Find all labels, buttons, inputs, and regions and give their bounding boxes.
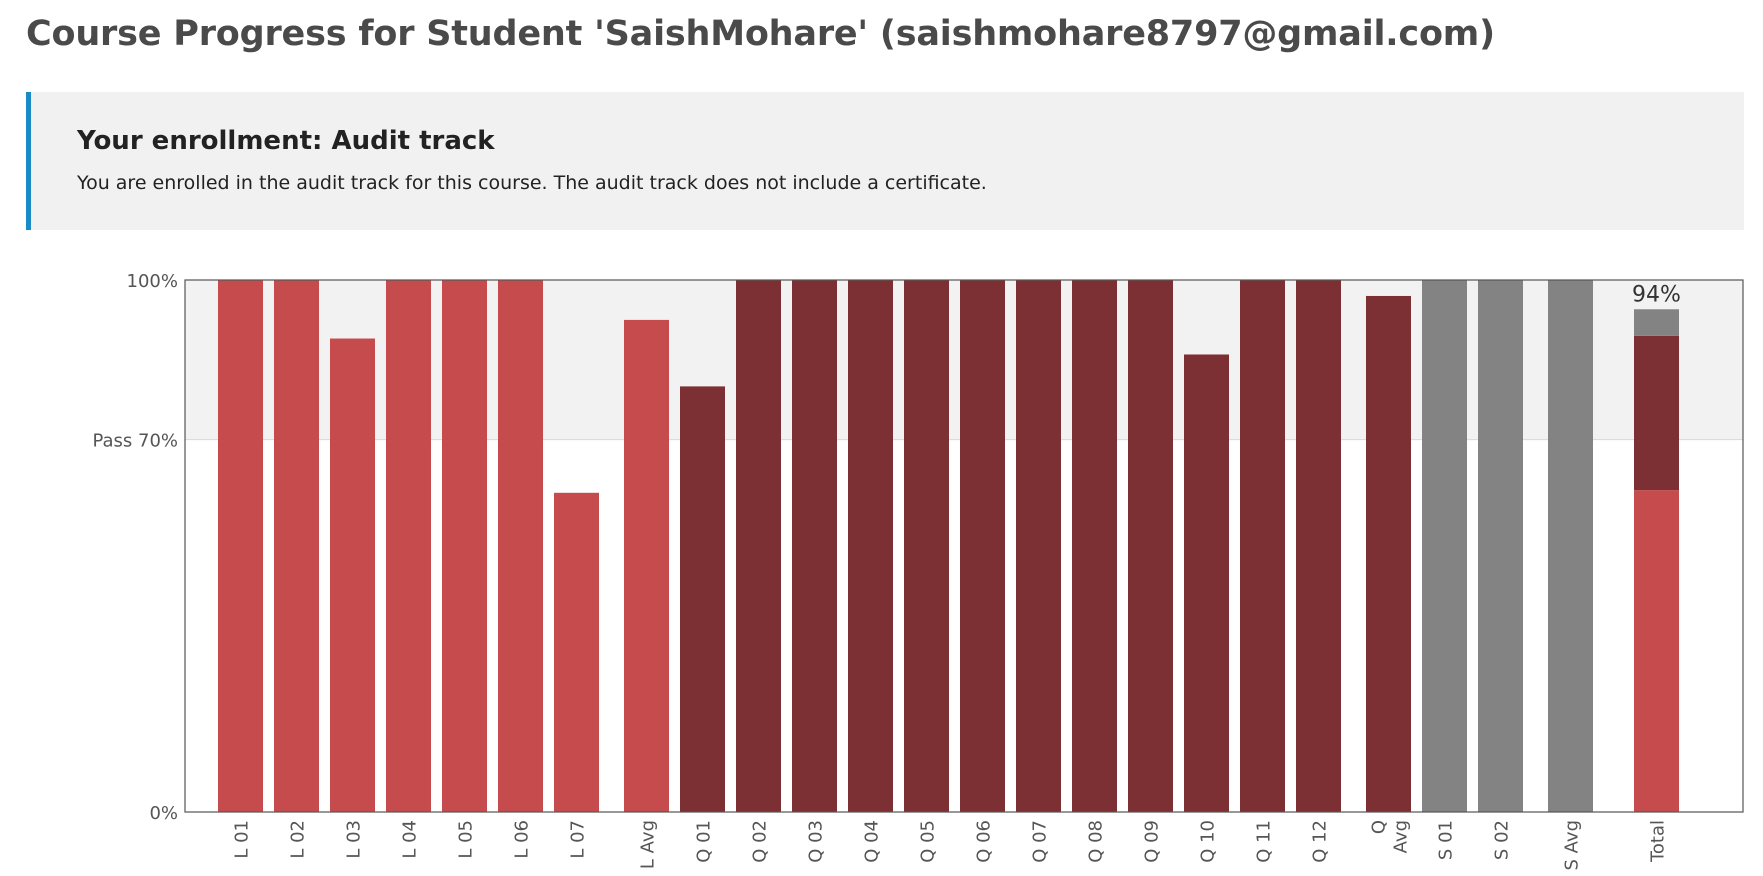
bar-q-05 [904, 280, 949, 812]
x-label-q-05: Q 05 [918, 820, 939, 863]
x-label-q-01: Q 01 [694, 820, 715, 863]
bar-q-08 [1072, 280, 1117, 812]
bar-q-01 [680, 386, 725, 812]
x-label-l-03: L 03 [344, 820, 365, 859]
y-tick-label: 0% [149, 803, 178, 824]
x-label-q-10: Q 10 [1198, 820, 1219, 863]
bar-l-03 [330, 338, 375, 812]
total-segment-survey [1634, 309, 1679, 336]
x-label-s-avg: S Avg [1562, 820, 1583, 870]
bar-q-11 [1240, 280, 1285, 812]
bar-l-06 [498, 280, 543, 812]
x-label-q-11: Q 11 [1254, 820, 1275, 863]
enrollment-heading: Your enrollment: Audit track [77, 126, 495, 156]
bar-l-01 [218, 280, 263, 812]
bar-l-07 [554, 492, 599, 812]
bar-q-09 [1128, 280, 1173, 812]
x-label-l-avg: L Avg [638, 820, 659, 869]
x-label-l-04: L 04 [400, 820, 421, 859]
progress-chart-svg: 0% Pass 70% 100% L 01 L 02 L 03 L 04 L 05 L 06 L … [92, 271, 1744, 870]
bar-q-avg [1366, 295, 1411, 813]
enrollment-notice: Your enrollment: Audit track You are enr… [26, 92, 1744, 230]
x-label-q-08: Q 08 [1086, 820, 1107, 863]
x-label-q-06: Q 06 [974, 820, 995, 863]
y-tick-label: 100% [127, 271, 178, 292]
total-segment-quiz [1634, 335, 1679, 491]
total-segment-lab [1634, 490, 1679, 812]
x-label-q-02: Q 02 [750, 820, 771, 863]
x-label-q-12: Q 12 [1310, 820, 1331, 863]
bar-l-avg [624, 319, 669, 812]
enrollment-message: You are enrolled in the audit track for … [77, 172, 987, 194]
x-label-q-04: Q 04 [862, 820, 883, 863]
x-label-l-07: L 07 [568, 820, 589, 859]
x-label-l-06: L 06 [512, 820, 533, 859]
bar-l-05 [442, 280, 487, 812]
bar-l-04 [386, 280, 431, 812]
x-label-s-01: S 01 [1436, 820, 1457, 860]
bar-q-04 [848, 280, 893, 812]
x-label-l-01: L 01 [232, 820, 253, 859]
bar-l-02 [274, 280, 319, 812]
bar-s-01 [1422, 280, 1467, 812]
bar-s-02 [1478, 280, 1523, 812]
x-label-total: Total [1648, 820, 1669, 863]
y-tick-label: Pass 70% [92, 431, 178, 452]
x-label-q-07: Q 07 [1030, 820, 1051, 863]
bar-q-02 [736, 280, 781, 812]
bar-q-10 [1184, 354, 1229, 812]
x-label-q-09: Q 09 [1142, 820, 1163, 863]
bar-q-07 [1016, 280, 1061, 812]
x-label-l-05: L 05 [456, 820, 477, 859]
x-label-q-avg: QAvg [1369, 820, 1412, 853]
total-value-label: 94% [1632, 282, 1681, 307]
bar-q-06 [960, 280, 1005, 812]
progress-chart: 0% Pass 70% 100% L 01 L 02 L 03 L 04 L 05 L 06 L … [0, 262, 1763, 876]
x-label-l-02: L 02 [288, 820, 309, 859]
bar-s-avg [1548, 280, 1593, 812]
x-label-s-02: S 02 [1492, 820, 1513, 860]
x-label-q-03: Q 03 [806, 820, 827, 863]
plot-frame [184, 279, 1744, 813]
page-title: Course Progress for Student 'SaishMohare… [26, 14, 1495, 54]
bar-q-03 [792, 280, 837, 812]
bar-q-12 [1296, 280, 1341, 812]
